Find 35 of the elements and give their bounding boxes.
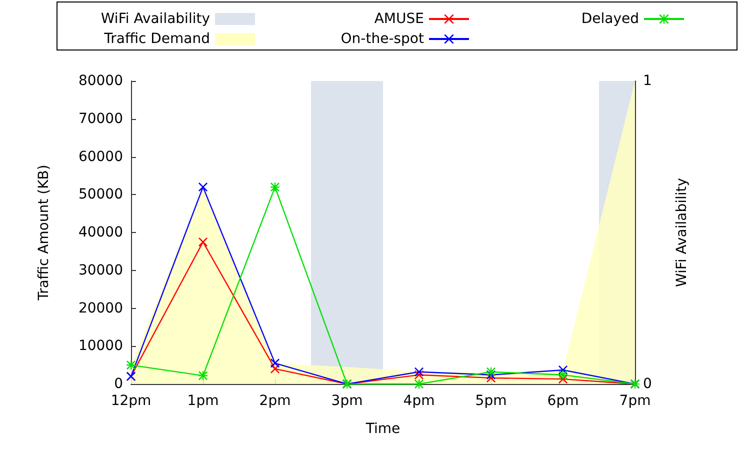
point bbox=[414, 367, 424, 376]
y-tick-label: 30000 bbox=[78, 262, 123, 278]
y-tick-label: 40000 bbox=[78, 224, 123, 240]
x-tick-label: 1pm bbox=[187, 393, 219, 409]
y-tick-label: 20000 bbox=[78, 300, 123, 316]
x-tick-label: 2pm bbox=[259, 393, 291, 409]
point bbox=[558, 370, 568, 380]
legend-label: AMUSE bbox=[374, 11, 424, 27]
y-tick-label: 70000 bbox=[78, 110, 123, 127]
y2-tick-label: 1 bbox=[643, 73, 652, 89]
x-tick-label: 5pm bbox=[475, 393, 507, 409]
y2-axis-title: WiFi Availability bbox=[674, 178, 690, 288]
point bbox=[198, 371, 208, 380]
legend-label: Delayed bbox=[581, 11, 639, 27]
point bbox=[486, 367, 496, 376]
x-tick-label: 3pm bbox=[331, 393, 363, 409]
legend-label: Traffic Demand bbox=[103, 31, 210, 47]
legend-label: WiFi Availability bbox=[100, 11, 210, 27]
point bbox=[270, 358, 280, 368]
point bbox=[414, 380, 424, 388]
y-tick-label: 0 bbox=[114, 376, 123, 392]
y-axis-title: Traffic Amount (KB) bbox=[36, 164, 52, 302]
x-axis-title: Time bbox=[364, 421, 400, 437]
x-tick-label: 4pm bbox=[403, 393, 435, 409]
x-tick-label: 12pm bbox=[110, 393, 152, 409]
y-tick-label: 10000 bbox=[78, 338, 123, 354]
x-tick-label: 6pm bbox=[547, 393, 579, 409]
y-tick-label: 80000 bbox=[78, 73, 123, 89]
point bbox=[270, 182, 280, 192]
y-tick-label: 50000 bbox=[78, 186, 123, 203]
y2-tick-label: 0 bbox=[643, 376, 652, 392]
y-tick-label: 60000 bbox=[78, 148, 123, 165]
point bbox=[126, 360, 136, 370]
x-tick-label: 7pm bbox=[619, 393, 651, 409]
legend-label: On-the-spot bbox=[340, 31, 424, 47]
